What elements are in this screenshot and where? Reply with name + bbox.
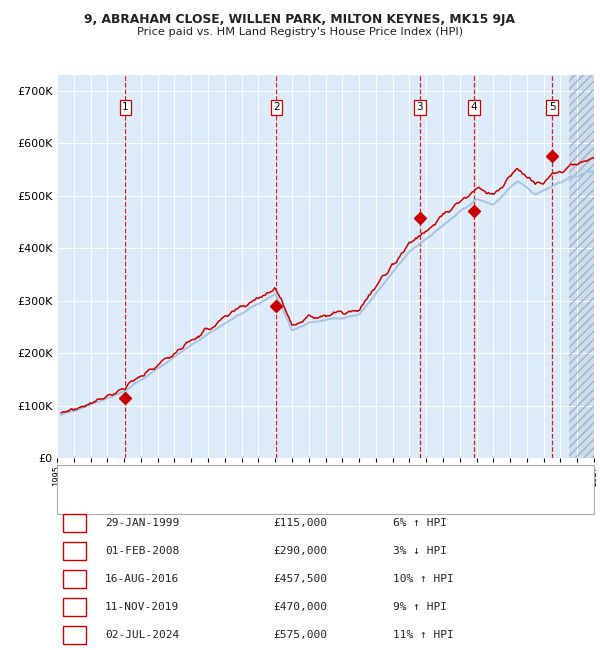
Text: 1: 1 <box>71 517 78 530</box>
Text: 01-FEB-2008: 01-FEB-2008 <box>105 546 179 556</box>
Text: £457,500: £457,500 <box>273 574 327 584</box>
Text: 9, ABRAHAM CLOSE, WILLEN PARK, MILTON KEYNES, MK15 9JA (detached house): 9, ABRAHAM CLOSE, WILLEN PARK, MILTON KE… <box>94 473 487 484</box>
Text: 6% ↑ HPI: 6% ↑ HPI <box>393 518 447 528</box>
Text: 9, ABRAHAM CLOSE, WILLEN PARK, MILTON KEYNES, MK15 9JA: 9, ABRAHAM CLOSE, WILLEN PARK, MILTON KE… <box>85 13 515 26</box>
Text: 4: 4 <box>471 102 478 112</box>
Text: 2: 2 <box>71 545 78 558</box>
Text: 10% ↑ HPI: 10% ↑ HPI <box>393 574 454 584</box>
Text: 2: 2 <box>273 102 280 112</box>
Text: 3: 3 <box>71 573 78 586</box>
Text: 11-NOV-2019: 11-NOV-2019 <box>105 602 179 612</box>
Text: 9% ↑ HPI: 9% ↑ HPI <box>393 602 447 612</box>
Text: 5: 5 <box>71 629 78 642</box>
Text: 02-JUL-2024: 02-JUL-2024 <box>105 630 179 640</box>
Text: 5: 5 <box>549 102 556 112</box>
Text: £290,000: £290,000 <box>273 546 327 556</box>
Text: 4: 4 <box>71 601 78 614</box>
Text: 3% ↓ HPI: 3% ↓ HPI <box>393 546 447 556</box>
Text: 16-AUG-2016: 16-AUG-2016 <box>105 574 179 584</box>
Bar <box>569 75 594 458</box>
Text: £115,000: £115,000 <box>273 518 327 528</box>
Text: 3: 3 <box>416 102 423 112</box>
Text: 29-JAN-1999: 29-JAN-1999 <box>105 518 179 528</box>
Text: Price paid vs. HM Land Registry's House Price Index (HPI): Price paid vs. HM Land Registry's House … <box>137 27 463 37</box>
Text: £575,000: £575,000 <box>273 630 327 640</box>
Text: 1: 1 <box>122 102 129 112</box>
Text: £470,000: £470,000 <box>273 602 327 612</box>
Bar <box>569 75 594 458</box>
Text: HPI: Average price, detached house, Milton Keynes: HPI: Average price, detached house, Milt… <box>94 495 343 505</box>
Text: 11% ↑ HPI: 11% ↑ HPI <box>393 630 454 640</box>
